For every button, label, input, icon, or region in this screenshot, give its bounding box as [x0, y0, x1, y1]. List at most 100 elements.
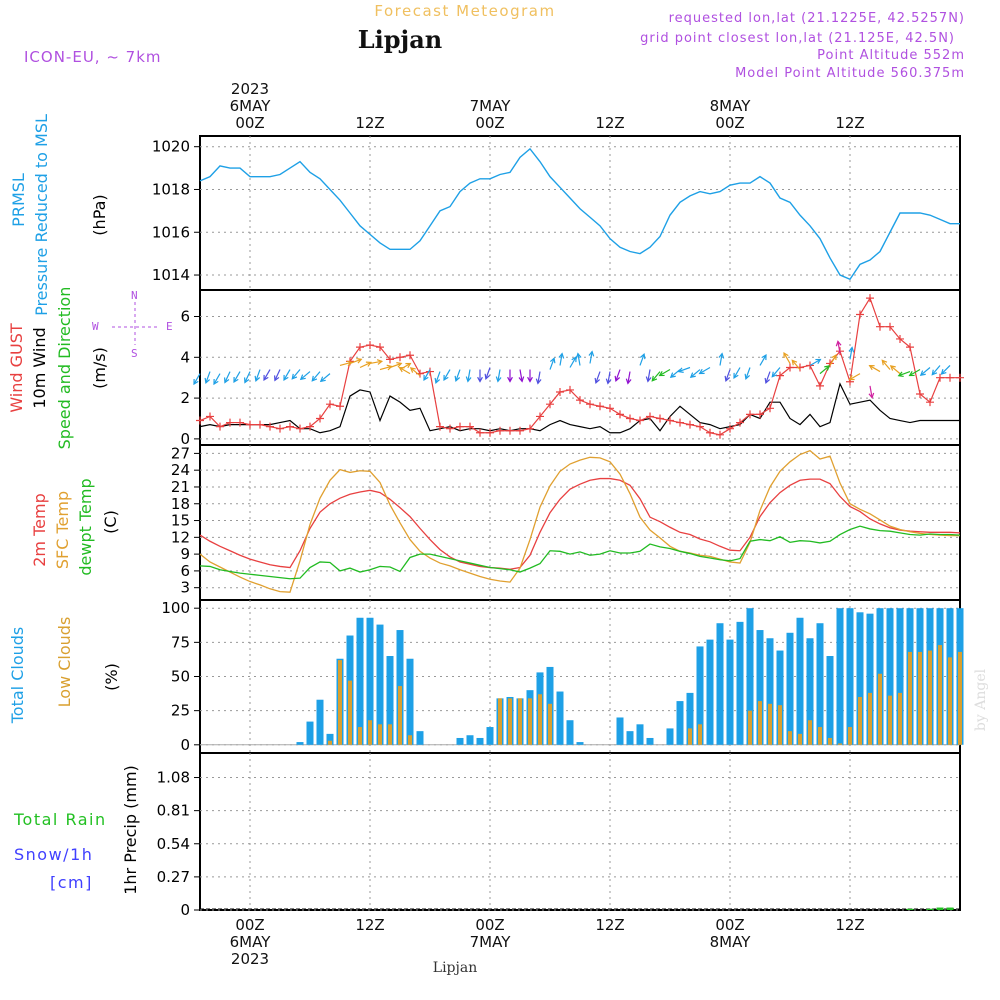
- wind-arrow: [349, 357, 363, 364]
- gust-marker: [866, 294, 874, 303]
- wind-arrow-head: [940, 368, 947, 375]
- gust-marker: [646, 412, 654, 421]
- gust-marker: [386, 355, 394, 364]
- gust-marker: [816, 381, 824, 390]
- bottom-time-label: 00Z: [235, 916, 264, 934]
- total-cloud-bar: [616, 717, 624, 745]
- gust-marker: [226, 418, 234, 427]
- wind-arrow: [359, 361, 373, 369]
- ytick-label: 25: [171, 702, 190, 720]
- top-time-label: 2023: [231, 80, 269, 98]
- low-cloud-bar: [348, 680, 352, 745]
- wind-arrow-head: [889, 365, 896, 371]
- wind-arrow: [848, 373, 861, 381]
- total-cloud-bar: [766, 638, 774, 745]
- wind-arrow-head: [244, 377, 250, 384]
- wind-arrow: [698, 366, 711, 375]
- wind-arrow-shaft: [311, 371, 321, 382]
- low-cloud-bar: [778, 705, 782, 745]
- gust-marker: [246, 420, 254, 429]
- wind-arrow-head: [495, 376, 502, 383]
- t2m-title: 2m Temp: [30, 493, 49, 567]
- low-cloud-bar: [498, 698, 502, 745]
- gust-marker: [876, 322, 884, 331]
- bottom-time-label: 12Z: [595, 916, 624, 934]
- wind-arrow-head: [376, 359, 384, 365]
- gust-marker: [586, 400, 594, 409]
- low-cloud-bar: [538, 694, 542, 745]
- wind-arrow-shaft: [890, 365, 901, 375]
- wind-arrow: [569, 356, 577, 368]
- gust-marker: [316, 414, 324, 423]
- low-cloud-bar: [848, 727, 852, 745]
- bottom-time-label: 6MAY: [230, 933, 272, 951]
- total-cloud-bar: [476, 737, 484, 745]
- pressure-title-1: PRMSL: [9, 173, 28, 227]
- wind-arrow-shaft: [369, 360, 382, 365]
- low-cloud-bar: [908, 651, 912, 745]
- wind-arrow-shaft: [745, 367, 751, 379]
- wind-arrow: [588, 350, 595, 364]
- gust-marker: [556, 387, 564, 396]
- total-cloud-bar: [386, 656, 394, 745]
- sfc-series: [199, 449, 960, 593]
- wind-arrow-head: [477, 376, 483, 383]
- rain-bar: [906, 908, 914, 910]
- wind-arrow-head: [263, 374, 269, 382]
- wind-arrow: [274, 369, 281, 382]
- wind-arrow-head: [848, 375, 855, 381]
- wind-arrow-head: [881, 359, 888, 366]
- wind-arrow-shaft: [898, 371, 911, 377]
- low-cloud-bar: [918, 651, 922, 745]
- total-cloud-bar: [666, 728, 674, 745]
- bottom-time-label: 12Z: [835, 916, 864, 934]
- top-time-label: 00Z: [715, 114, 744, 132]
- wind-arrow: [484, 367, 491, 380]
- wind-arrow: [454, 369, 461, 382]
- low-cloud-bar: [508, 698, 512, 745]
- total-cloud-bar: [316, 699, 324, 745]
- wind-arrow: [369, 359, 384, 365]
- wind-arrow-head: [868, 364, 875, 371]
- rain-bar: [946, 907, 954, 910]
- wind-arrow: [868, 364, 881, 373]
- wind-arrow-shaft: [193, 373, 201, 385]
- wind-arrow: [465, 369, 472, 383]
- wind-arrow-head: [594, 377, 601, 385]
- gust-marker: [506, 426, 514, 435]
- ytick-label: 1018: [152, 180, 190, 198]
- wind-arrow: [940, 365, 951, 375]
- wind-arrow-shaft: [435, 371, 441, 384]
- wind-arrow-head: [718, 352, 725, 359]
- wind-arrow-head: [193, 378, 199, 386]
- wind-arrow: [819, 365, 831, 375]
- wind-arrow: [881, 359, 891, 370]
- wind-arrow-shaft: [423, 369, 431, 381]
- bottom-time-label: 2023: [231, 950, 269, 968]
- wind-arrow-shaft: [670, 369, 681, 378]
- wind-arrow: [443, 369, 451, 382]
- wind-arrow: [594, 371, 601, 385]
- top-time-label: 8MAY: [710, 97, 752, 115]
- wind-arrow: [677, 366, 691, 373]
- low-cloud-bar: [768, 703, 772, 745]
- total-cloud-bar: [896, 608, 904, 745]
- wind-arrow: [718, 352, 725, 366]
- wind-arrow: [669, 369, 681, 379]
- total-cloud-bar: [366, 617, 374, 745]
- total-cloud-bar: [746, 608, 754, 745]
- top-time-label: 7MAY: [470, 97, 512, 115]
- gust-marker: [516, 426, 524, 435]
- total-cloud-bar: [466, 735, 474, 745]
- wind-arrow: [733, 367, 741, 379]
- wind-arrow-head: [319, 376, 326, 383]
- low-cloud-bar: [858, 696, 862, 745]
- ytick-label: 18: [171, 495, 190, 513]
- wind-arrow: [263, 369, 271, 382]
- ytick-label: 2: [180, 389, 190, 407]
- panel-frame: [199, 135, 961, 291]
- gust-marker: [756, 410, 764, 419]
- total-cloud-bar: [566, 720, 574, 745]
- ytick-label: 24: [171, 461, 190, 479]
- gust-marker: [306, 422, 314, 431]
